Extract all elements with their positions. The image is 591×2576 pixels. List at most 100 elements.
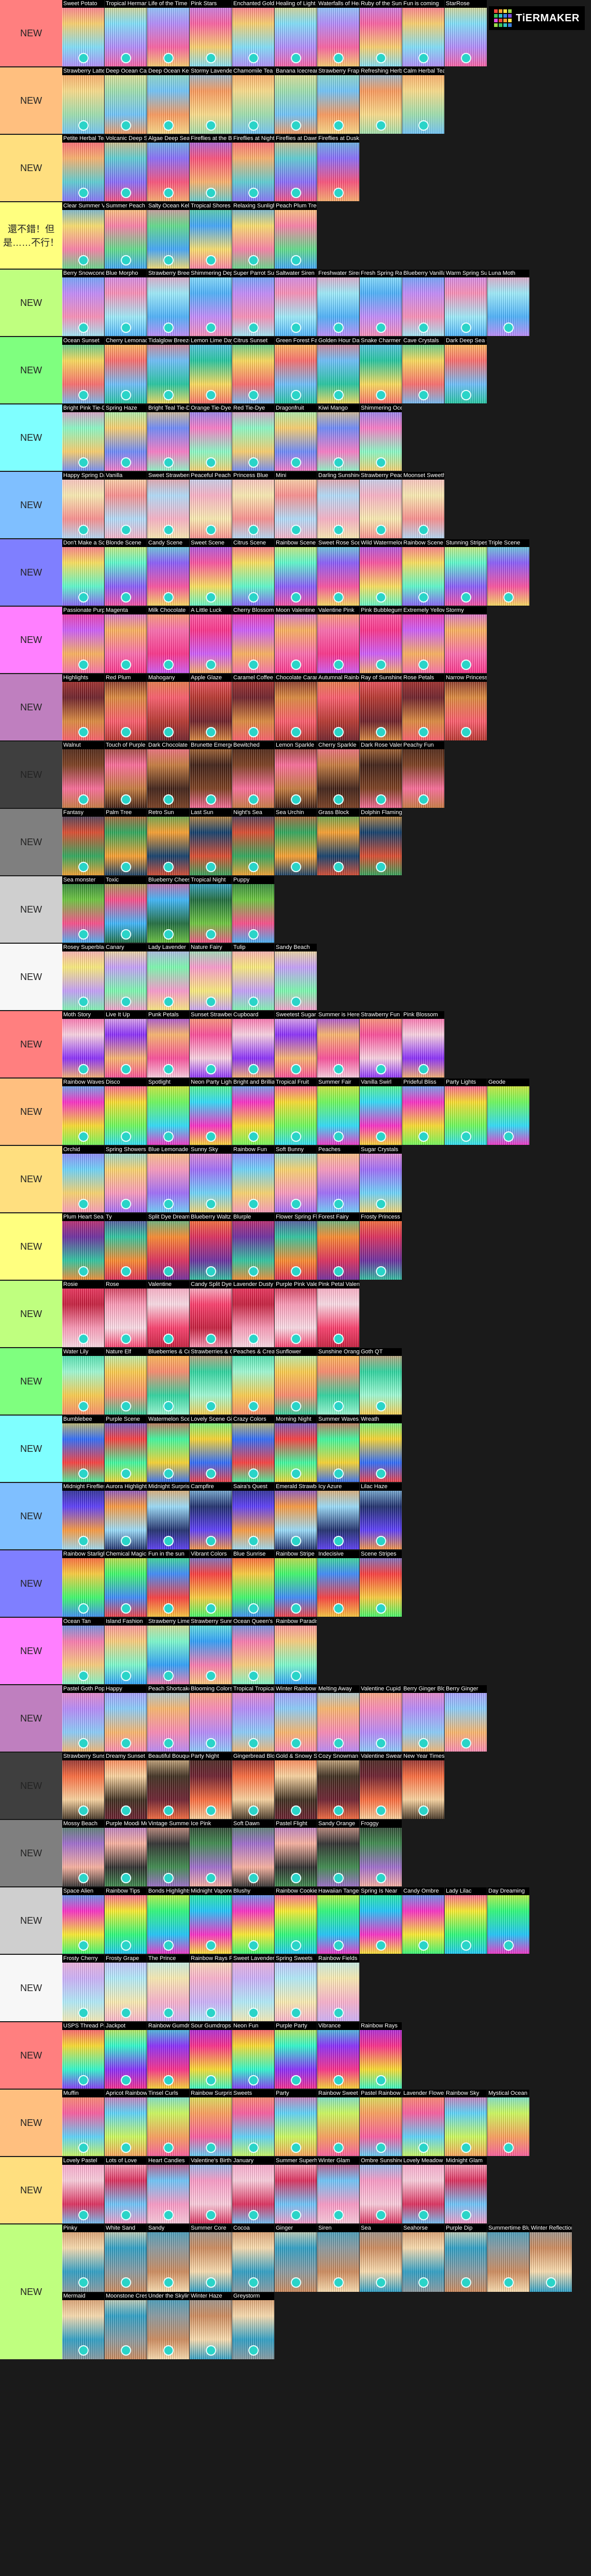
tier-item-card[interactable]: Sweet Potato (62, 0, 104, 66)
tier-label[interactable]: 還不錯！但是……不行！ (0, 202, 62, 269)
tier-label[interactable]: NEW (0, 539, 62, 606)
tier-item-card[interactable]: Blushy (232, 1887, 274, 1954)
tier-label[interactable]: NEW (0, 1213, 62, 1280)
tier-item-card[interactable]: Muffin (62, 2090, 104, 2156)
tier-item-card[interactable]: Day Dreaming (487, 1887, 529, 1954)
tier-item-card[interactable]: Night's Sea (232, 809, 274, 875)
tier-item-card[interactable]: Purple Party (275, 2022, 317, 2089)
tier-item-card[interactable]: Healing of Light (275, 0, 317, 66)
tier-label[interactable]: NEW (0, 1281, 62, 1347)
tier-item-card[interactable]: Peaceful Peach (190, 472, 232, 538)
tier-label[interactable]: NEW (0, 1550, 62, 1617)
tier-item-card[interactable]: Dark Chocolate (147, 741, 189, 808)
tier-item-card[interactable]: Siren (317, 2224, 359, 2292)
tier-item-card[interactable]: Green Forest Fairydust (275, 337, 317, 403)
tier-item-card[interactable]: Berry Ginger (445, 1685, 487, 1752)
tier-item-card[interactable]: Autumnal Rainbow (317, 674, 359, 740)
tier-item-card[interactable]: Luna Moth (487, 270, 529, 336)
tier-item-card[interactable]: Disco (105, 1079, 147, 1145)
tier-item-card[interactable]: Cherry Lemonade (105, 337, 147, 403)
tier-item-card[interactable]: Rainbow Surprise (190, 2090, 232, 2156)
tier-item-card[interactable]: Emerald Strawberry (275, 1483, 317, 1549)
tier-label[interactable]: NEW (0, 1753, 62, 1819)
tier-item-card[interactable]: Deep Ocean Cave (105, 67, 147, 134)
tier-item-card[interactable]: Tulip (232, 944, 274, 1010)
tier-item-card[interactable]: Magenta (105, 607, 147, 673)
tier-item-card[interactable]: Ocean Sunset (62, 337, 104, 403)
tier-item-card[interactable]: Last Sun (190, 809, 232, 875)
tier-item-card[interactable]: Lots of Love (105, 2157, 147, 2223)
tier-label[interactable]: NEW (0, 1887, 62, 1954)
tier-item-card[interactable]: Rainbow Rays Flame (190, 1955, 232, 2021)
tier-item-card[interactable]: Cherry Sparkle (317, 741, 359, 808)
tier-item-card[interactable]: Neon Party Lights (190, 1079, 232, 1145)
tier-item-card[interactable]: Dark Deep Sea Coral Reef (445, 337, 487, 403)
tier-item-card[interactable]: Refreshing Herbal Tea (360, 67, 402, 134)
tier-item-card[interactable]: Ginger (275, 2224, 317, 2292)
tier-item-card[interactable]: Peaches (317, 1146, 359, 1212)
tier-item-card[interactable]: Strawberry Sunset Ombre (62, 1753, 104, 1819)
tier-item-card[interactable]: Wreath (360, 1416, 402, 1482)
tier-item-card[interactable]: Sea Urchin (275, 809, 317, 875)
tier-item-card[interactable]: Soft Bunny (275, 1146, 317, 1212)
tier-item-card[interactable]: Mystical Ocean Sunset (487, 2090, 529, 2156)
tier-item-card[interactable]: Water Lily (62, 1348, 104, 1415)
tier-item-card[interactable]: Ocean Tan (62, 1618, 104, 1684)
tier-item-card[interactable]: Bumblebee (62, 1416, 104, 1482)
tier-item-card[interactable]: Gold & Snowy Surprise (275, 1753, 317, 1819)
tier-item-card[interactable]: Bright Pink Tie-Dye (62, 404, 104, 471)
tier-item-card[interactable]: New Year Times (402, 1753, 444, 1819)
tier-item-card[interactable]: Peachy Fun (402, 741, 444, 808)
tier-item-card[interactable]: Red Tie-Dye (232, 404, 274, 471)
tier-label[interactable]: NEW (0, 674, 62, 740)
tier-item-card[interactable]: Super Parrot Summer (232, 270, 274, 336)
tier-item-card[interactable]: Spotlight (147, 1079, 189, 1145)
tier-item-card[interactable]: Goth QT (360, 1348, 402, 1415)
tier-item-card[interactable]: Tropical Tropical (232, 1685, 274, 1752)
tier-item-card[interactable]: Campfire (190, 1483, 232, 1549)
tier-item-card[interactable]: Winter Rainbow (275, 1685, 317, 1752)
tier-item-card[interactable]: Geode (487, 1079, 529, 1145)
tier-item-card[interactable]: Triple Scene (487, 539, 529, 606)
tier-item-card[interactable]: Banana Icecream (275, 67, 317, 134)
tier-item-card[interactable]: Ice Pink (190, 1820, 232, 1886)
tier-item-card[interactable]: Sugar Crystals (360, 1146, 402, 1212)
tier-item-card[interactable]: Lady Lavender (147, 944, 189, 1010)
tier-label[interactable]: NEW (0, 1820, 62, 1886)
tier-item-card[interactable]: Party (275, 2090, 317, 2156)
tier-item-card[interactable]: Purple Dip (445, 2224, 487, 2292)
tier-item-card[interactable]: Strawberry Latte (62, 67, 104, 134)
tier-item-card[interactable]: Sea (360, 2224, 402, 2292)
tier-item-card[interactable]: Ray of Sunshine (360, 674, 402, 740)
tier-item-card[interactable]: Pinky (62, 2224, 104, 2292)
tier-label[interactable]: NEW (0, 270, 62, 336)
tier-item-card[interactable]: Cherry Blossom (232, 607, 274, 673)
tier-item-card[interactable]: Peach Plum Tree (275, 202, 317, 269)
tier-item-card[interactable]: Apple Glaze (190, 674, 232, 740)
tier-item-card[interactable]: Moonstone Crest (105, 2292, 147, 2359)
tier-item-card[interactable]: Clear Summer View (62, 202, 104, 269)
tier-item-card[interactable]: Pastel Rainbow Sunset (360, 2090, 402, 2156)
tier-item-card[interactable]: Summer Fair (317, 1079, 359, 1145)
tier-item-card[interactable]: Strawberry Limeade (147, 1618, 189, 1684)
tier-item-card[interactable]: Watermelon Scene (147, 1416, 189, 1482)
tier-item-card[interactable]: Rosie (62, 1281, 104, 1347)
tier-item-card[interactable]: Bewitched (232, 741, 274, 808)
tier-item-card[interactable]: Fun is coming (402, 0, 444, 66)
tier-item-card[interactable]: Valentine Swear (360, 1753, 402, 1819)
tier-item-card[interactable]: Gingerbread Blondes (232, 1753, 274, 1819)
tier-item-card[interactable]: Lovely Scene Girl (190, 1416, 232, 1482)
tier-label[interactable]: NEW (0, 135, 62, 201)
tier-item-card[interactable]: Rainbow Sweet (317, 2090, 359, 2156)
tier-item-card[interactable]: Peach Shortcake (147, 1685, 189, 1752)
tier-item-card[interactable]: Pastel Flight (275, 1820, 317, 1886)
tier-item-card[interactable]: Aurora Highlights (105, 1483, 147, 1549)
tier-item-card[interactable]: Candy Ombre (402, 1887, 444, 1954)
tier-item-card[interactable]: Fantasy (62, 809, 104, 875)
tier-item-card[interactable]: Spring Is Near (360, 1887, 402, 1954)
tier-item-card[interactable]: Seahorse (402, 2224, 444, 2292)
tier-item-card[interactable]: Frosty Princess (360, 1213, 402, 1280)
tier-item-card[interactable]: Summer Peach (105, 202, 147, 269)
tier-item-card[interactable]: Retro Sun (147, 809, 189, 875)
tier-item-card[interactable]: Petite Herbal Tea (62, 135, 104, 201)
